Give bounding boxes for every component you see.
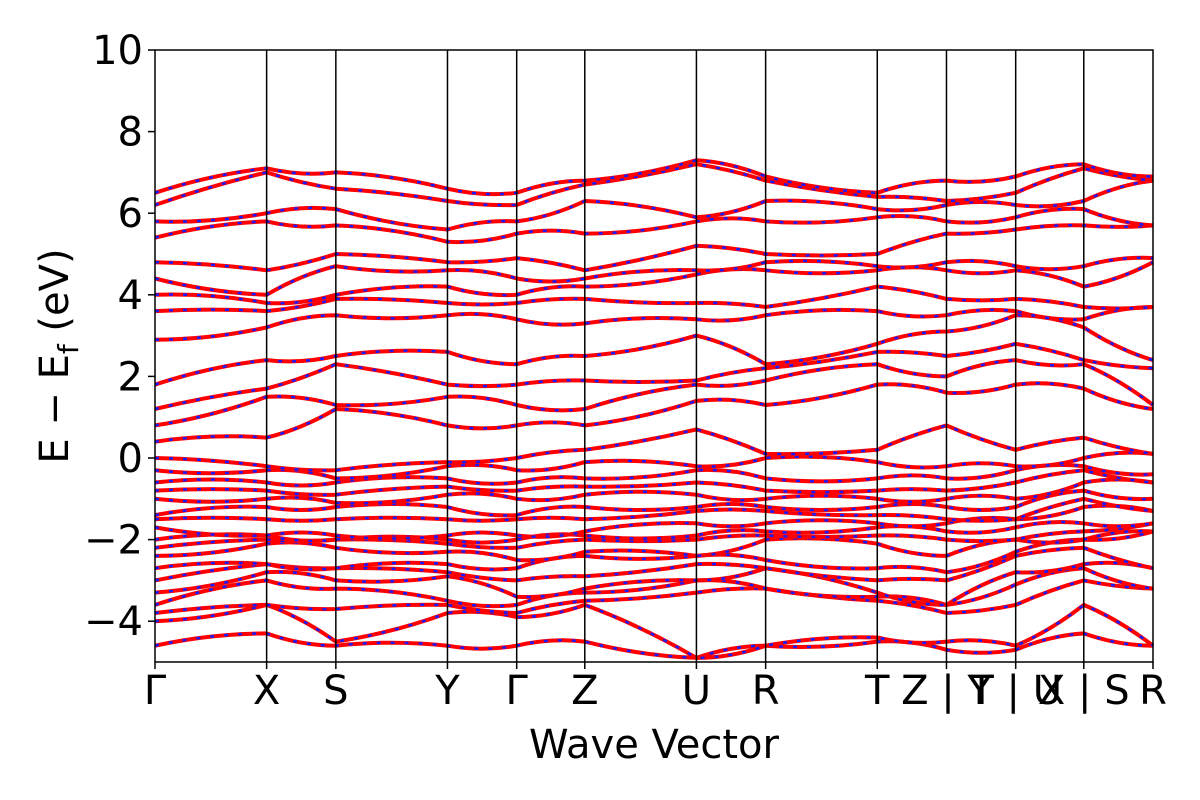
band-line-dashes-17 xyxy=(154,451,1154,480)
x-tick-label: U xyxy=(682,668,711,714)
y-axis-title-main: E − E xyxy=(32,354,78,464)
band-line-dashes-29 xyxy=(154,179,1154,231)
band-line-dashes-22 xyxy=(154,313,1154,386)
plot-frame xyxy=(154,49,1154,663)
band-line-dashes-16 xyxy=(154,463,1154,487)
band-line-28 xyxy=(154,206,1154,245)
y-tick-label: 10 xyxy=(92,28,143,74)
band-line-31 xyxy=(154,158,1154,197)
band-lines xyxy=(154,158,1155,660)
x-tick-label: X xyxy=(253,668,280,714)
band-line-3 xyxy=(154,578,1154,616)
band-line-24 xyxy=(154,284,1154,314)
band-line-dashes-18 xyxy=(154,424,1154,472)
x-tick-label: T | U xyxy=(968,668,1062,714)
band-line-dashes-10 xyxy=(154,520,1154,544)
y-axis-title: E − Ef (eV) xyxy=(32,248,85,463)
band-line-22 xyxy=(154,313,1154,387)
y-tick-label: 8 xyxy=(118,110,143,156)
band-line-dashes-3 xyxy=(154,579,1154,615)
band-line-dashes-7 xyxy=(154,530,1154,574)
band-line-25 xyxy=(154,260,1154,306)
y-tick-label: 0 xyxy=(118,436,143,482)
x-tick-label: T xyxy=(864,668,890,714)
x-tick-label: X | S xyxy=(1038,668,1130,714)
x-tick-label: S xyxy=(323,668,348,714)
band-line-dashes-21 xyxy=(154,342,1154,411)
y-axis-title-subscript: f xyxy=(52,343,85,354)
x-axis-title: Wave Vector xyxy=(529,722,780,768)
y-axis-ticks: −4 −2 0 2 4 6 8 10 xyxy=(84,28,155,645)
band-line-dashes-15 xyxy=(154,468,1154,497)
x-tick-label: R xyxy=(1139,668,1167,714)
band-line-20 xyxy=(154,358,1155,428)
band-line-dashes-11 xyxy=(154,504,1154,540)
x-tick-label: R xyxy=(752,668,780,714)
x-tick-label: Z | Y xyxy=(901,668,992,714)
x-tick-label: Γ xyxy=(506,668,529,714)
y-tick-label: −4 xyxy=(84,599,143,645)
band-line-dashes-9 xyxy=(154,522,1154,550)
band-line-23 xyxy=(154,305,1154,342)
band-line-dashes-13 xyxy=(154,489,1154,517)
x-tick-label: Y xyxy=(434,668,460,714)
band-line-dashes-14 xyxy=(154,478,1154,505)
y-tick-label: 6 xyxy=(118,191,143,237)
x-tick-label: Z xyxy=(571,668,598,714)
y-tick-label: −2 xyxy=(84,518,143,564)
high-symmetry-lines xyxy=(265,50,1085,662)
x-tick-label: Γ xyxy=(144,668,167,714)
y-axis-title-unit: (eV) xyxy=(32,248,78,344)
band-line-29 xyxy=(154,178,1154,232)
band-line-dashes-26 xyxy=(154,256,1154,297)
y-tick-label: 2 xyxy=(118,354,143,400)
band-line-dashes-24 xyxy=(154,285,1154,313)
y-tick-label: 4 xyxy=(118,273,143,319)
